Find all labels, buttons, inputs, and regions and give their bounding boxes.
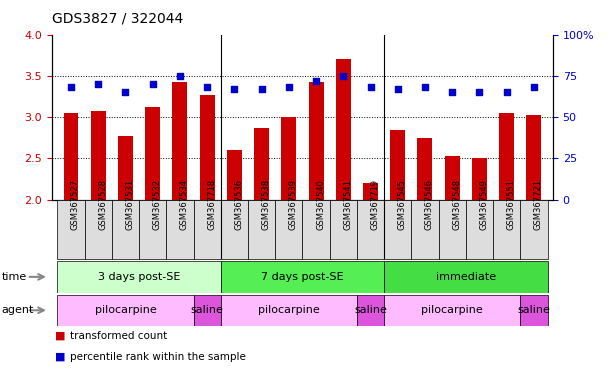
Text: GDS3827 / 322044: GDS3827 / 322044	[52, 12, 183, 25]
Point	[338, 73, 348, 79]
Point	[475, 89, 485, 96]
Bar	[384, 200, 411, 259]
Text: GSM367721: GSM367721	[534, 179, 543, 230]
Bar	[309, 83, 324, 200]
Text: GSM367536: GSM367536	[235, 179, 243, 230]
Point	[66, 84, 76, 91]
Text: GSM367546: GSM367546	[425, 179, 434, 230]
Bar	[84, 200, 112, 259]
Bar	[172, 83, 188, 200]
Bar	[112, 200, 139, 259]
Text: percentile rank within the sample: percentile rank within the sample	[70, 352, 246, 362]
Text: GSM367551: GSM367551	[507, 179, 516, 230]
Text: 3 days post-SE: 3 days post-SE	[98, 272, 180, 282]
Point	[120, 89, 130, 96]
Bar	[357, 200, 384, 259]
Bar	[527, 115, 541, 200]
Bar	[445, 156, 459, 200]
Bar	[411, 200, 439, 259]
Bar	[363, 183, 378, 200]
Point	[148, 81, 158, 87]
Text: saline: saline	[191, 305, 224, 315]
Bar	[57, 295, 194, 326]
Bar	[221, 295, 357, 326]
Point	[284, 84, 294, 91]
Bar	[254, 128, 269, 200]
Text: GSM367719: GSM367719	[370, 179, 379, 230]
Text: ■: ■	[55, 352, 65, 362]
Text: ■: ■	[55, 331, 65, 341]
Bar	[493, 200, 521, 259]
Point	[447, 89, 457, 96]
Bar	[384, 295, 521, 326]
Bar	[57, 200, 84, 259]
Text: GSM367549: GSM367549	[480, 179, 488, 230]
Point	[502, 89, 511, 96]
Bar	[390, 129, 405, 200]
Text: GSM367540: GSM367540	[316, 179, 325, 230]
Text: GSM367528: GSM367528	[98, 179, 107, 230]
Text: GSM367531: GSM367531	[125, 179, 134, 230]
Bar	[57, 261, 221, 293]
Text: GSM367548: GSM367548	[452, 179, 461, 230]
Bar	[221, 261, 384, 293]
Bar	[248, 200, 275, 259]
Text: GSM367538: GSM367538	[262, 179, 271, 230]
Point	[365, 84, 375, 91]
Text: 7 days post-SE: 7 days post-SE	[261, 272, 344, 282]
Point	[257, 86, 266, 92]
Bar	[139, 200, 166, 259]
Bar	[194, 295, 221, 326]
Text: saline: saline	[518, 305, 551, 315]
Bar	[64, 113, 78, 200]
Text: agent: agent	[2, 305, 34, 315]
Point	[311, 78, 321, 84]
Text: GSM367532: GSM367532	[153, 179, 162, 230]
Bar	[439, 200, 466, 259]
Text: pilocarpine: pilocarpine	[95, 305, 156, 315]
Bar	[521, 295, 547, 326]
Text: GSM367718: GSM367718	[207, 179, 216, 230]
Bar	[521, 200, 547, 259]
Bar	[357, 295, 384, 326]
Bar	[336, 60, 351, 200]
Bar	[384, 261, 547, 293]
Text: GSM367545: GSM367545	[398, 179, 407, 230]
Text: pilocarpine: pilocarpine	[258, 305, 320, 315]
Bar	[499, 113, 514, 200]
Bar	[466, 200, 493, 259]
Bar	[194, 200, 221, 259]
Text: GSM367541: GSM367541	[343, 179, 353, 230]
Bar	[118, 136, 133, 200]
Point	[393, 86, 403, 92]
Bar	[275, 200, 302, 259]
Bar	[472, 159, 487, 200]
Point	[175, 73, 185, 79]
Bar	[417, 138, 433, 200]
Text: pilocarpine: pilocarpine	[422, 305, 483, 315]
Bar	[227, 150, 242, 200]
Text: GSM367534: GSM367534	[180, 179, 189, 230]
Point	[529, 84, 539, 91]
Text: GSM367527: GSM367527	[71, 179, 80, 230]
Point	[420, 84, 430, 91]
Bar	[166, 200, 194, 259]
Text: immediate: immediate	[436, 272, 496, 282]
Bar	[145, 107, 160, 200]
Point	[202, 84, 212, 91]
Bar	[221, 200, 248, 259]
Text: saline: saline	[354, 305, 387, 315]
Bar	[302, 200, 330, 259]
Point	[230, 86, 240, 92]
Bar	[91, 111, 106, 200]
Bar	[281, 117, 296, 200]
Text: transformed count: transformed count	[70, 331, 167, 341]
Bar	[200, 95, 214, 200]
Text: GSM367539: GSM367539	[289, 179, 298, 230]
Bar	[330, 200, 357, 259]
Text: time: time	[2, 272, 27, 282]
Point	[93, 81, 103, 87]
